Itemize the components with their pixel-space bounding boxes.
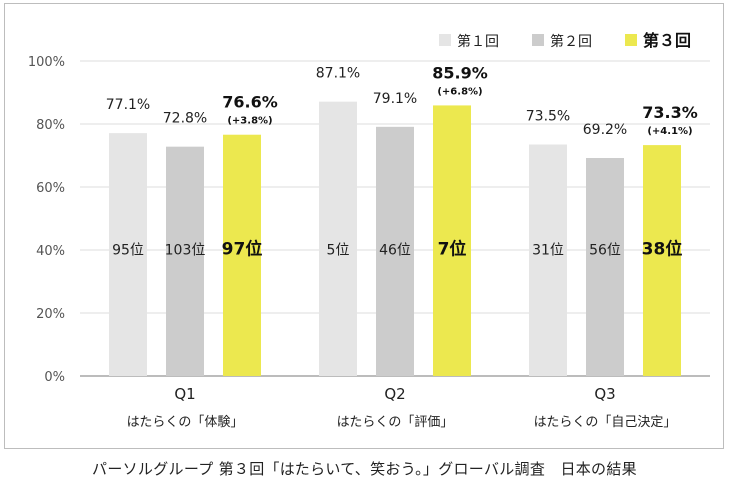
bar-q1-series-1 (109, 133, 147, 376)
y-tick-label: 80% (36, 118, 65, 133)
delta-label: (+6.8%) (437, 86, 482, 97)
chart-frame: 0% 20% 40% 60% 80% 100% 77.1% 95位 72.8% 103位 76.6%… (4, 3, 724, 449)
rank-label: 46位 (379, 243, 411, 259)
bar-chart: 0% 20% 40% 60% 80% 100% 77.1% 95位 72.8% 103位 76.6%… (28, 31, 710, 430)
value-label: 69.2% (583, 122, 627, 138)
bar-q1-series-2 (166, 146, 204, 376)
y-tick-label: 20% (36, 307, 65, 322)
legend-swatch-3 (625, 34, 637, 46)
value-label: 72.8% (163, 111, 207, 127)
delta-label: (+3.8%) (227, 116, 272, 127)
legend-swatch-1 (439, 34, 451, 46)
bar-q2-series-2 (376, 126, 414, 377)
rank-label: 103位 (165, 243, 206, 259)
delta-label: (+4.1%) (647, 126, 692, 137)
bar-q2-series-1 (319, 101, 357, 376)
value-label: 76.6% (222, 93, 278, 112)
bar-q3-series-3 (643, 145, 681, 376)
category-label-q3: Q3 (594, 385, 615, 403)
rank-label: 7位 (438, 239, 467, 260)
y-tick-label: 0% (44, 370, 65, 385)
value-label: 77.1% (106, 97, 150, 113)
value-label: 85.9% (432, 63, 488, 82)
legend-label-3: 第３回 (643, 31, 691, 50)
bar-q3-series-1 (529, 144, 567, 376)
value-label: 87.1% (316, 66, 360, 82)
bar-q3-series-2 (586, 158, 624, 376)
category-sublabel: はたらくの「自己決定」 (534, 415, 677, 430)
rank-label: 56位 (589, 243, 621, 259)
rank-label: 31位 (532, 243, 564, 259)
rank-label: 5位 (327, 243, 350, 259)
legend-swatch-2 (532, 34, 544, 46)
rank-label: 38位 (642, 239, 683, 260)
category-label-q1: Q1 (174, 385, 195, 403)
chart-caption: パーソルグループ 第３回「はたらいて、笑おう。」グローバル調査 日本の結果 (92, 460, 637, 478)
rank-label: 97位 (222, 239, 263, 260)
value-label: 73.3% (642, 103, 698, 122)
category-sublabel: はたらくの「評価」 (337, 415, 454, 430)
value-label: 73.5% (526, 108, 570, 124)
legend-label-1: 第１回 (457, 33, 499, 50)
y-tick-label: 40% (36, 244, 65, 259)
category-label-q2: Q2 (384, 385, 405, 403)
value-label: 79.1% (373, 91, 417, 107)
y-tick-label: 60% (36, 181, 65, 196)
category-sublabel: はたらくの「体験」 (127, 415, 244, 430)
rank-label: 95位 (112, 243, 144, 259)
bar-q2-series-3 (433, 105, 471, 376)
y-tick-label: 100% (28, 55, 65, 70)
legend-label-2: 第２回 (550, 33, 592, 50)
bar-q1-series-3 (223, 134, 261, 376)
